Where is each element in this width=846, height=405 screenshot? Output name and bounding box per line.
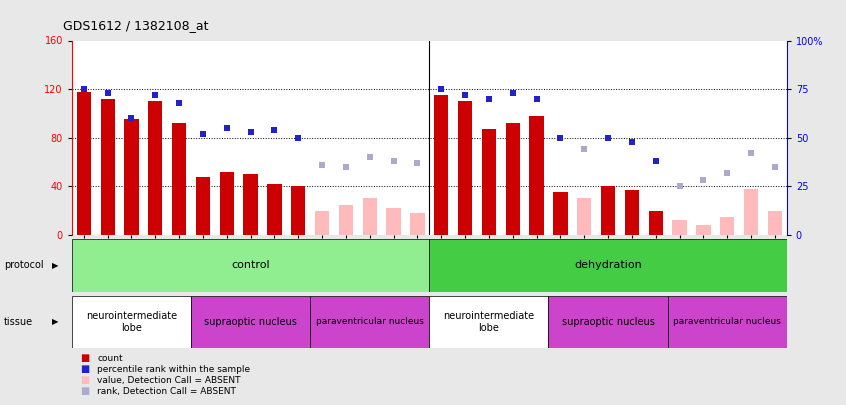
Bar xyxy=(410,213,425,235)
Bar xyxy=(506,123,520,235)
Text: ■: ■ xyxy=(80,354,90,363)
Text: dehydration: dehydration xyxy=(574,260,642,270)
Text: count: count xyxy=(97,354,123,363)
Bar xyxy=(244,174,258,235)
Bar xyxy=(267,184,282,235)
Bar xyxy=(577,198,591,235)
Bar xyxy=(77,92,91,235)
Text: ▶: ▶ xyxy=(52,261,59,270)
Bar xyxy=(548,296,667,348)
Text: supraoptic nucleus: supraoptic nucleus xyxy=(562,317,655,327)
Bar xyxy=(434,95,448,235)
Text: paraventricular nucleus: paraventricular nucleus xyxy=(316,318,424,326)
Bar xyxy=(744,189,758,235)
Bar xyxy=(172,123,186,235)
Bar xyxy=(338,205,353,235)
Bar xyxy=(310,296,430,348)
Bar xyxy=(429,239,787,292)
Bar xyxy=(530,116,544,235)
Bar xyxy=(429,296,548,348)
Bar xyxy=(315,211,329,235)
Text: ■: ■ xyxy=(80,364,90,374)
Text: paraventricular nucleus: paraventricular nucleus xyxy=(673,318,781,326)
Bar xyxy=(72,239,430,292)
Bar xyxy=(72,296,191,348)
Bar xyxy=(363,198,377,235)
Text: GDS1612 / 1382108_at: GDS1612 / 1382108_at xyxy=(63,19,209,32)
Text: supraoptic nucleus: supraoptic nucleus xyxy=(204,317,297,327)
Bar xyxy=(291,186,305,235)
Bar xyxy=(191,296,310,348)
Text: ▶: ▶ xyxy=(52,318,59,326)
Bar xyxy=(458,101,472,235)
Text: tissue: tissue xyxy=(4,317,33,327)
Bar xyxy=(767,211,782,235)
Text: percentile rank within the sample: percentile rank within the sample xyxy=(97,365,250,374)
Bar xyxy=(553,192,568,235)
Bar xyxy=(220,172,234,235)
Bar xyxy=(720,217,734,235)
Text: protocol: protocol xyxy=(4,260,44,270)
Bar xyxy=(124,119,139,235)
Text: value, Detection Call = ABSENT: value, Detection Call = ABSENT xyxy=(97,376,241,385)
Text: neurointermediate
lobe: neurointermediate lobe xyxy=(86,311,177,333)
Bar xyxy=(649,211,663,235)
Bar xyxy=(696,225,711,235)
Bar xyxy=(673,220,687,235)
Bar xyxy=(667,296,787,348)
Text: control: control xyxy=(231,260,270,270)
Text: ■: ■ xyxy=(80,375,90,385)
Bar xyxy=(387,208,401,235)
Bar xyxy=(601,186,615,235)
Bar xyxy=(101,99,115,235)
Text: ■: ■ xyxy=(80,386,90,396)
Bar xyxy=(195,177,210,235)
Bar xyxy=(624,190,639,235)
Bar xyxy=(481,129,496,235)
Text: rank, Detection Call = ABSENT: rank, Detection Call = ABSENT xyxy=(97,387,236,396)
Text: neurointermediate
lobe: neurointermediate lobe xyxy=(443,311,535,333)
Bar xyxy=(148,101,162,235)
